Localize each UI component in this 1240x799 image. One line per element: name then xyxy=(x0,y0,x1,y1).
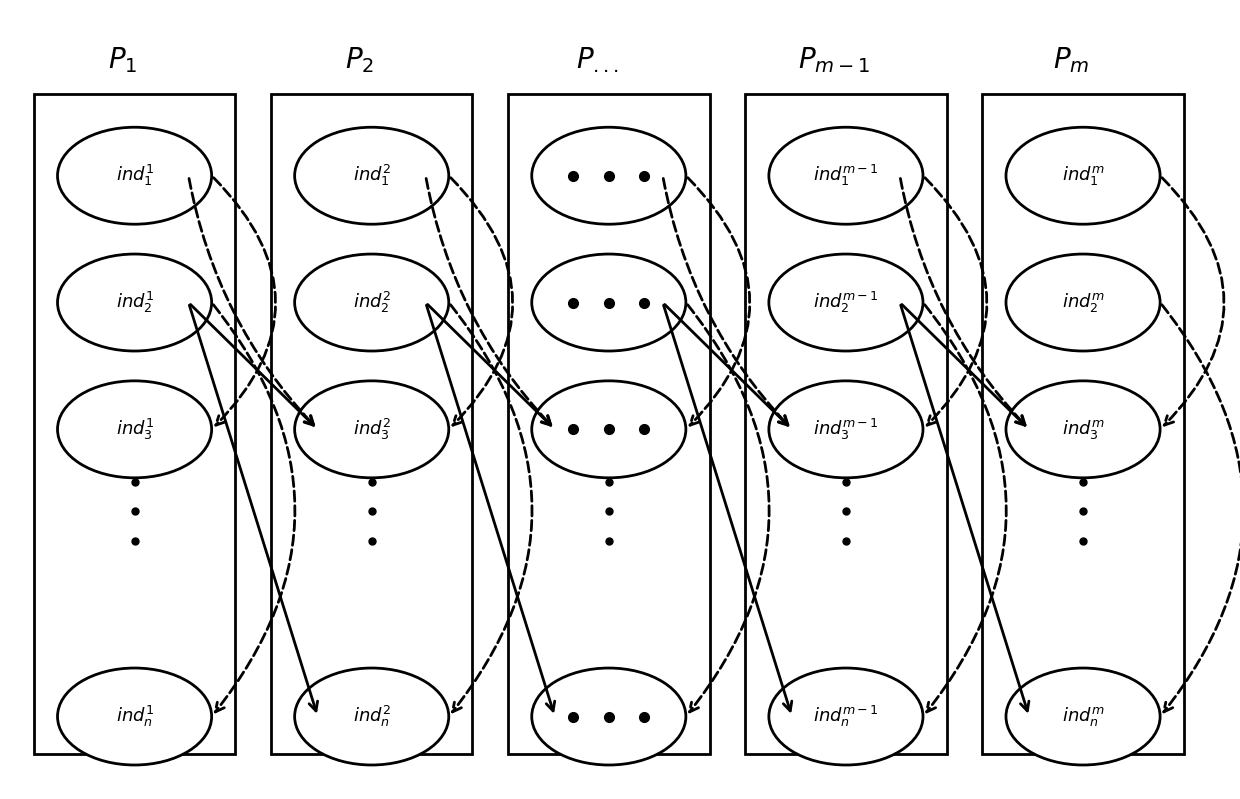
Text: $\mathit{ind}_{2}^{m}$: $\mathit{ind}_{2}^{m}$ xyxy=(1061,291,1105,314)
Text: $P_{m}$: $P_{m}$ xyxy=(1053,46,1090,75)
Text: $\mathit{ind}_{1}^{m}$: $\mathit{ind}_{1}^{m}$ xyxy=(1061,165,1105,187)
Ellipse shape xyxy=(57,127,212,225)
Ellipse shape xyxy=(769,668,923,765)
Text: $\mathit{ind}_{1}^{2}$: $\mathit{ind}_{1}^{2}$ xyxy=(352,163,391,189)
Text: $P_{m-1}$: $P_{m-1}$ xyxy=(799,46,870,75)
Text: $\mathit{ind}_{1}^{1}$: $\mathit{ind}_{1}^{1}$ xyxy=(115,163,154,189)
Text: $P_{...}$: $P_{...}$ xyxy=(575,46,619,75)
Bar xyxy=(33,93,236,753)
Ellipse shape xyxy=(295,127,449,225)
Text: $\mathit{ind}_{3}^{m-1}$: $\mathit{ind}_{3}^{m-1}$ xyxy=(813,417,879,442)
Text: $P_{2}$: $P_{2}$ xyxy=(345,46,374,75)
Text: $\mathit{ind}_{2}^{m-1}$: $\mathit{ind}_{2}^{m-1}$ xyxy=(813,290,879,315)
Ellipse shape xyxy=(532,254,686,351)
Text: $\mathit{ind}_{n}^{1}$: $\mathit{ind}_{n}^{1}$ xyxy=(115,704,154,729)
Ellipse shape xyxy=(532,381,686,478)
Ellipse shape xyxy=(1006,668,1161,765)
Text: $\mathit{ind}_{2}^{2}$: $\mathit{ind}_{2}^{2}$ xyxy=(352,290,391,315)
Ellipse shape xyxy=(295,668,449,765)
Ellipse shape xyxy=(1006,127,1161,225)
Ellipse shape xyxy=(532,668,686,765)
Ellipse shape xyxy=(769,254,923,351)
Text: $\mathit{ind}_{3}^{2}$: $\mathit{ind}_{3}^{2}$ xyxy=(352,417,391,442)
Text: $\mathit{ind}_{3}^{1}$: $\mathit{ind}_{3}^{1}$ xyxy=(115,417,154,442)
Text: $\mathit{ind}_{2}^{1}$: $\mathit{ind}_{2}^{1}$ xyxy=(115,290,154,315)
Bar xyxy=(508,93,709,753)
Text: $\mathit{ind}_{n}^{2}$: $\mathit{ind}_{n}^{2}$ xyxy=(352,704,391,729)
Ellipse shape xyxy=(295,254,449,351)
Text: $\mathit{ind}_{1}^{m-1}$: $\mathit{ind}_{1}^{m-1}$ xyxy=(813,163,879,189)
Text: $\mathit{ind}_{3}^{m}$: $\mathit{ind}_{3}^{m}$ xyxy=(1061,418,1105,441)
Ellipse shape xyxy=(295,381,449,478)
Ellipse shape xyxy=(1006,381,1161,478)
Text: $\mathit{ind}_{n}^{m-1}$: $\mathit{ind}_{n}^{m-1}$ xyxy=(813,704,879,729)
Ellipse shape xyxy=(769,381,923,478)
Ellipse shape xyxy=(57,254,212,351)
Bar xyxy=(745,93,946,753)
Bar xyxy=(982,93,1184,753)
Ellipse shape xyxy=(532,127,686,225)
Bar xyxy=(270,93,472,753)
Ellipse shape xyxy=(57,668,212,765)
Text: $\mathit{ind}_{n}^{m}$: $\mathit{ind}_{n}^{m}$ xyxy=(1061,705,1105,728)
Ellipse shape xyxy=(1006,254,1161,351)
Text: $P_{1}$: $P_{1}$ xyxy=(108,46,138,75)
Ellipse shape xyxy=(769,127,923,225)
Ellipse shape xyxy=(57,381,212,478)
